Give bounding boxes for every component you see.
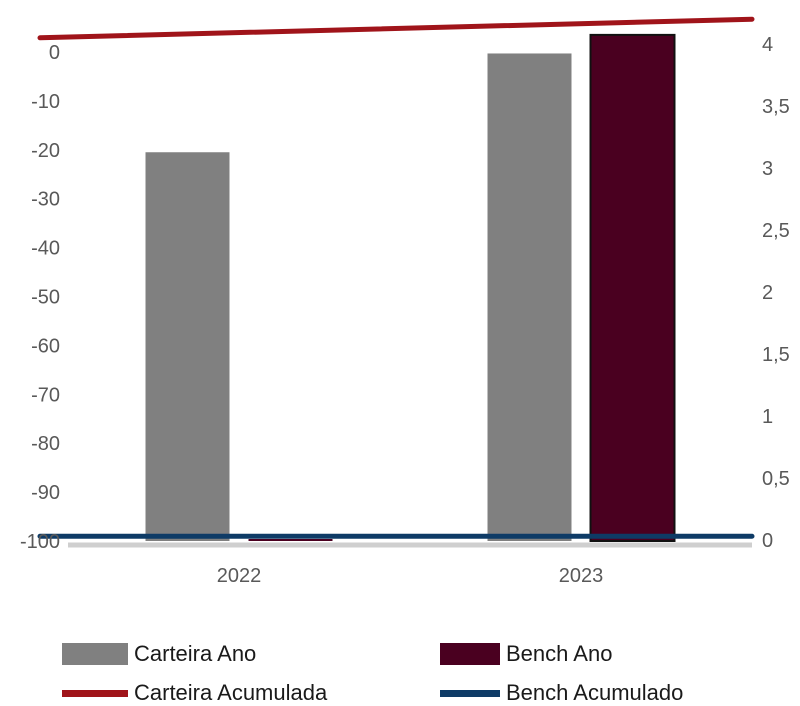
category-label-2022: 2022 (217, 565, 262, 587)
right-tick-label: 1,5 (762, 344, 790, 366)
category-labels: 2022 2023 (217, 565, 604, 587)
left-tick-label: -50 (31, 287, 60, 309)
right-tick-label: 3,5 (762, 96, 790, 118)
left-tick-label: -80 (31, 433, 60, 455)
line-carteira-acumulada[interactable] (37, 16, 755, 41)
right-tick-label: 2 (762, 282, 773, 304)
right-tick-label: 0,5 (762, 468, 790, 490)
right-axis-ticks: 4 3,5 3 2,5 2 1,5 1 0,5 0 (762, 34, 790, 552)
left-tick-label: -30 (31, 189, 60, 211)
left-tick-label: -60 (31, 335, 60, 357)
left-tick-label: 0 (49, 42, 60, 64)
left-tick-label: -70 (31, 384, 60, 406)
bar-carteira-ano-2023[interactable] (487, 53, 572, 541)
left-axis-ticks: 0 -10 -20 -30 -40 -50 -60 -70 -80 -90 -100 (20, 42, 60, 553)
lines-layer (37, 16, 755, 539)
left-tick-label: -10 (31, 91, 60, 113)
left-tick-label: -20 (31, 140, 60, 162)
bar-bench-ano-2023[interactable] (589, 33, 676, 542)
bar-bench-ano-2022[interactable] (248, 539, 333, 541)
right-tick-label: 3 (762, 158, 773, 180)
right-tick-label: 0 (762, 530, 773, 552)
left-tick-label: -100 (20, 531, 60, 553)
bar-carteira-ano-2022[interactable] (145, 152, 230, 541)
bars-layer (145, 33, 676, 542)
right-tick-label: 1 (762, 406, 773, 428)
left-tick-label: -90 (31, 482, 60, 504)
right-tick-label: 2,5 (762, 220, 790, 242)
left-tick-label: -40 (31, 238, 60, 260)
category-label-2023: 2023 (559, 565, 604, 587)
right-tick-label: 4 (762, 34, 773, 56)
